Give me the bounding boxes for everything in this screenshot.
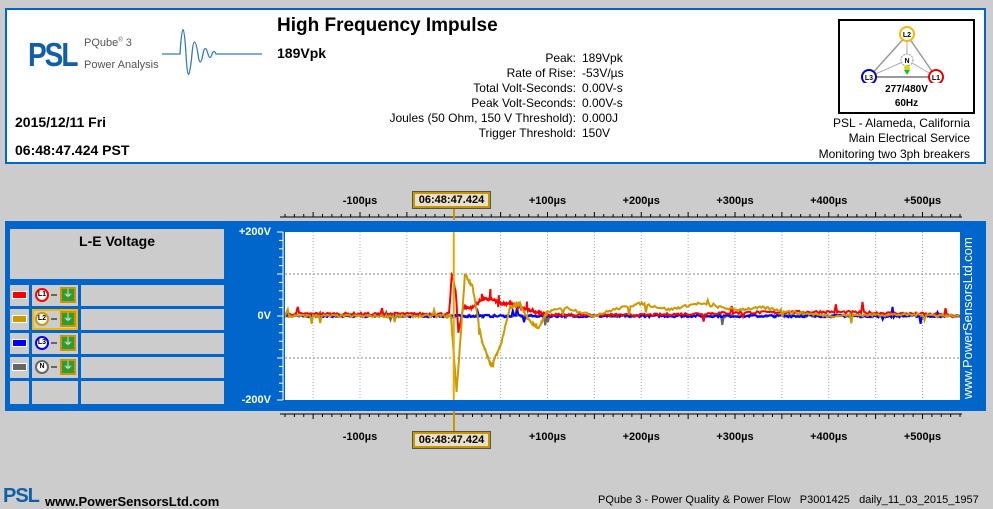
channel-l3-button[interactable]: L3 ⏚ xyxy=(32,333,78,354)
channel-value-cell xyxy=(81,285,224,306)
event-peak: 189Vpk xyxy=(277,45,326,61)
chart-title-box: L-E Voltage xyxy=(10,229,224,279)
time-axis-top: -100µs +100µs +200µs +300µs +400µs +500µs xyxy=(0,188,993,220)
channel-value-cell xyxy=(81,333,224,354)
nominal-frequency: 60Hz xyxy=(840,98,973,109)
measurement-value: 150V xyxy=(582,126,610,140)
channel-value-cell xyxy=(81,309,224,330)
wiring-diagram: L2 L3 L1 N 277/480V 60Hz xyxy=(838,19,975,114)
footer-file: daily_11_03_2015_1957 xyxy=(859,494,979,506)
y-tick-label: +200V xyxy=(231,226,271,238)
pqube-logo: PSL PQube® 3 Power Analysis xyxy=(22,25,267,77)
logo-product-name: PQube xyxy=(84,37,118,49)
nominal-voltage: 277/480V xyxy=(840,84,973,95)
trace-l2 xyxy=(285,274,960,392)
waveform-plot[interactable] xyxy=(285,232,960,400)
svg-text:N: N xyxy=(904,58,909,65)
measurement-label: Rate of Rise: xyxy=(507,66,576,80)
measurement-value: 0.000J xyxy=(582,111,618,125)
ground-icon: ⏚ xyxy=(60,287,76,303)
x-tick-label: -100µs xyxy=(343,195,377,207)
channel-l2-icon: L2 xyxy=(35,312,49,326)
event-title: High Frequency Impulse xyxy=(277,15,498,37)
event-date: 2015/12/11 Fri xyxy=(15,114,106,130)
location-line: PSL - Alameda, California xyxy=(833,116,970,130)
measurement-value: 0.00V-s xyxy=(582,81,623,95)
measurement-value: 189Vpk xyxy=(582,51,623,65)
event-time: 06:48:47.424 PST xyxy=(15,142,129,158)
dash-icon xyxy=(51,366,57,368)
channel-color-swatch[interactable] xyxy=(10,357,29,378)
footer-info: PQube 3 - Power Quality & Power Flow P30… xyxy=(598,494,979,506)
location-line: Monitoring two 3ph breakers xyxy=(819,147,970,161)
measurement-label: Peak Volt-Seconds: xyxy=(471,96,576,110)
event-header: PSL PQube® 3 Power Analysis High Frequen… xyxy=(5,8,986,164)
chart-title: L-E Voltage xyxy=(10,233,224,249)
measurement-value: 0.00V-s xyxy=(582,96,623,110)
y-axis xyxy=(273,221,285,411)
x-tick-label: +100µs xyxy=(529,431,566,443)
cursor-line-extension xyxy=(453,411,455,432)
footer-product: PQube 3 - Power Quality & Power Flow xyxy=(598,494,791,506)
svg-text:L2: L2 xyxy=(903,32,911,39)
location-line: Main Electrical Service xyxy=(849,131,970,145)
trace-l1 xyxy=(285,275,960,333)
watermark-url: www.PowerSensorsLtd.com xyxy=(960,229,975,399)
measurement-label: Total Volt-Seconds: xyxy=(473,81,576,95)
logo-product-version: 3 xyxy=(126,37,132,49)
triangle-wiring-icon: L2 L3 L1 N xyxy=(840,23,973,83)
y-tick-label: 0V xyxy=(231,310,271,322)
dash-icon xyxy=(51,294,57,296)
x-tick-label: +500µs xyxy=(904,431,941,443)
dash-icon xyxy=(51,342,57,344)
x-tick-label: +400µs xyxy=(810,195,847,207)
channel-color-swatch[interactable] xyxy=(10,285,29,306)
ground-icon: ⏚ xyxy=(60,311,76,327)
logo-subtitle: Power Analysis xyxy=(84,59,159,71)
channel-n-icon: N xyxy=(35,360,49,374)
cursor-time-label-bottom[interactable]: 06:48:47.424 xyxy=(413,432,490,448)
x-tick-label: +200µs xyxy=(623,195,660,207)
channel-value-cell xyxy=(81,357,224,378)
x-tick-label: +400µs xyxy=(810,431,847,443)
time-axis-bottom: -100µs +100µs +200µs +300µs +400µs +500µs xyxy=(0,411,993,443)
x-tick-label: +100µs xyxy=(529,195,566,207)
logo-product: PQube® 3 xyxy=(84,37,132,49)
channel-color-swatch[interactable] xyxy=(10,333,29,354)
dash-icon xyxy=(51,318,57,320)
measurement-label: Trigger Threshold: xyxy=(479,126,576,140)
cursor-time-label-top[interactable]: 06:48:47.424 xyxy=(413,192,490,208)
channel-l1-button[interactable]: L1 ⏚ xyxy=(32,285,78,306)
svg-text:L3: L3 xyxy=(865,75,873,82)
measurement-label: Joules (50 Ohm, 150 V Threshold): xyxy=(389,111,576,125)
psl-logo-text: PSL xyxy=(28,36,76,74)
footer-url[interactable]: www.PowerSensorsLtd.com xyxy=(45,494,219,509)
measurement-value: -53V/µs xyxy=(582,66,624,80)
channel-color-swatch[interactable] xyxy=(10,309,29,330)
measurement-label: Peak: xyxy=(545,51,576,65)
x-tick-label: +500µs xyxy=(904,195,941,207)
ground-icon: ⏚ xyxy=(60,335,76,351)
svg-text:L1: L1 xyxy=(932,75,940,82)
x-tick-label: +300µs xyxy=(716,195,753,207)
channel-l2-button[interactable]: L2 ⏚ xyxy=(32,309,78,330)
ground-icon: ⏚ xyxy=(60,359,76,375)
channel-n-button[interactable]: N ⏚ xyxy=(32,357,78,378)
channel-l1-icon: L1 xyxy=(35,288,49,302)
footer-psl-logo: PSL xyxy=(3,485,39,508)
x-tick-label: +200µs xyxy=(623,431,660,443)
y-tick-label: -200V xyxy=(231,394,271,406)
x-tick-label: +300µs xyxy=(716,431,753,443)
footer-serial: P3001425 xyxy=(800,494,850,506)
cursor-line-extension xyxy=(453,208,455,220)
channel-l3-icon: L3 xyxy=(35,336,49,350)
x-tick-label: -100µs xyxy=(343,431,377,443)
